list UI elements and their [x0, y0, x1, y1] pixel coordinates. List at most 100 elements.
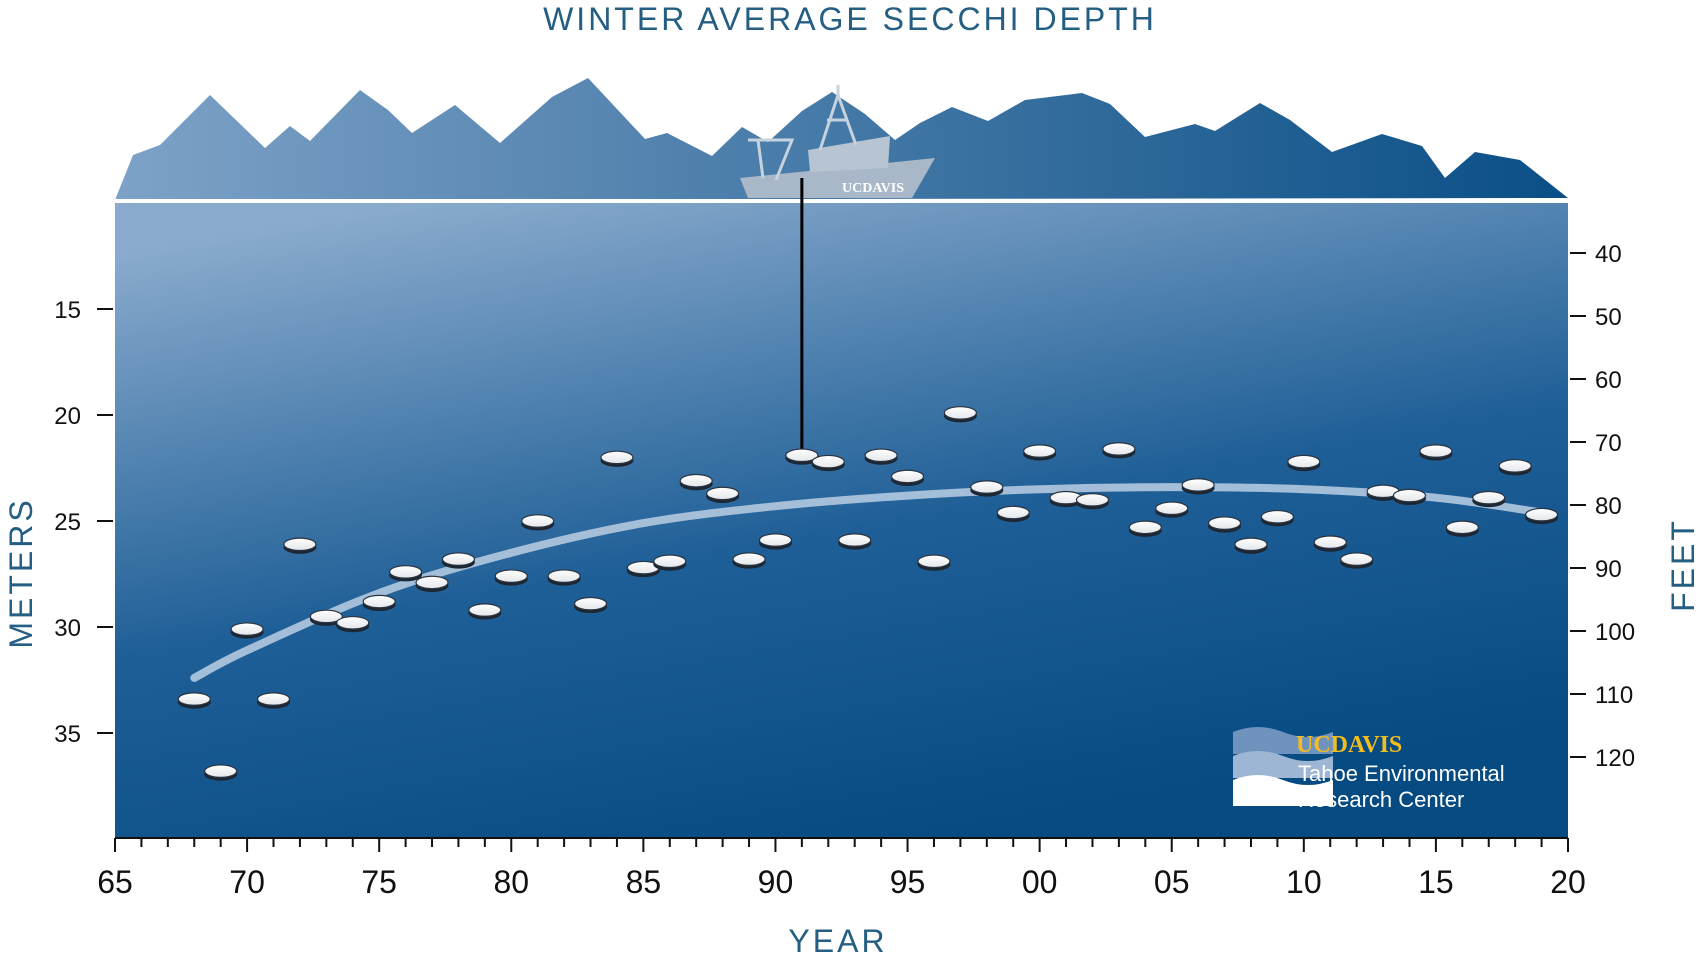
secchi-disk-point: [1392, 488, 1427, 506]
y-axis-title-left: METERS: [3, 497, 39, 648]
secchi-disk: [177, 692, 211, 706]
tahoe-logo: UCDAVIS Tahoe Environmental Research Cen…: [1233, 727, 1505, 812]
secchi-disk: [468, 603, 502, 617]
secchi-disk: [838, 533, 872, 547]
secchi-disk: [415, 575, 449, 590]
secchi-disk: [970, 480, 1004, 494]
secchi-disk: [521, 514, 555, 528]
secchi-disk-point: [283, 537, 317, 554]
secchi-disk-point: [256, 692, 291, 709]
secchi-disk: [1102, 442, 1136, 456]
trend-line-group: [190, 483, 1546, 682]
y-axis-right: 40 50 60 70 80 90 100 110 120: [1570, 241, 1635, 772]
y-tick-label-right: 70: [1595, 430, 1622, 457]
secchi-disk: [653, 554, 687, 569]
secchi-disk-point: [1207, 516, 1242, 533]
mountain-range: [115, 78, 1568, 200]
data-points: [177, 406, 1559, 781]
secchi-disk: [758, 533, 793, 547]
secchi-disk: [283, 537, 317, 552]
secchi-disk: [600, 450, 634, 465]
secchi-disk: [1155, 501, 1189, 516]
secchi-disk-point: [177, 692, 211, 709]
secchi-disk-point: [653, 554, 687, 571]
secchi-disk-point: [838, 533, 872, 550]
secchi-disk-point: [1445, 520, 1479, 537]
secchi-disk-point: [785, 448, 819, 465]
y-tick-label-right: 120: [1595, 745, 1635, 772]
secchi-disk: [204, 764, 238, 778]
secchi-disk-point: [1023, 444, 1057, 461]
boat-label: UCDAVIS: [842, 181, 904, 196]
x-axis: 65 70 75 80 85 90 95 00 05 10 15 20: [97, 837, 1586, 900]
secchi-disk-point: [679, 473, 713, 491]
logo-wave-2: [1233, 751, 1333, 778]
secchi-disk-point: [943, 406, 977, 423]
secchi-disk: [864, 448, 898, 463]
secchi-disk: [336, 615, 370, 630]
secchi-disk: [996, 505, 1030, 520]
secchi-disk: [1287, 454, 1321, 469]
x-tick-label: 10: [1286, 864, 1322, 900]
secchi-disk: [573, 596, 608, 611]
y-tick-label-left: 20: [54, 403, 81, 430]
secchi-disk-point: [1049, 490, 1083, 508]
x-tick-label: 95: [890, 864, 926, 900]
secchi-disk: [256, 692, 291, 706]
y-tick-label-right: 100: [1595, 619, 1635, 646]
secchi-disk-point: [1472, 490, 1506, 508]
secchi-disk: [917, 554, 951, 569]
logo-line-1: Tahoe Environmental: [1298, 761, 1505, 786]
secchi-disk-point: [1498, 459, 1532, 476]
boat-cabin: [808, 136, 890, 172]
secchi-disk-point: [494, 569, 528, 586]
secchi-disk: [890, 469, 925, 484]
y-tick-label-right: 80: [1595, 493, 1622, 520]
chart-title: WINTER AVERAGE SECCHI DEPTH: [543, 1, 1157, 37]
secchi-disk-point: [758, 533, 793, 550]
x-tick-label: 70: [229, 864, 265, 900]
secchi-disk-point: [864, 448, 898, 465]
secchi-disk-point: [521, 514, 555, 531]
secchi-disk-point: [1340, 552, 1374, 569]
y-axis-left: 15 20 25 30 35: [54, 297, 113, 748]
secchi-disk-point: [230, 622, 264, 639]
secchi-disk-point: [1102, 442, 1136, 459]
x-tick-label: 90: [758, 864, 794, 900]
secchi-disk: [1524, 507, 1559, 522]
secchi-disk-point: [309, 609, 343, 626]
secchi-disk-point: [573, 596, 608, 614]
secchi-disk-point: [811, 454, 845, 472]
trend-line: [190, 483, 1546, 682]
secchi-disk: [389, 565, 423, 579]
secchi-disk-point: [1234, 537, 1268, 554]
x-tick-label: 05: [1154, 864, 1190, 900]
secchi-disk: [1392, 488, 1427, 503]
secchi-disk-point: [706, 486, 740, 503]
y-tick-label-right: 90: [1595, 556, 1622, 583]
secchi-disk-point: [441, 552, 476, 569]
secchi-disk-point: [336, 615, 370, 633]
secchi-disk: [1260, 509, 1295, 524]
y-tick-label-left: 15: [54, 297, 81, 324]
secchi-disk-point: [917, 554, 951, 571]
y-tick-label-left: 30: [54, 615, 81, 642]
secchi-disk-point: [1181, 478, 1215, 495]
secchi-disk: [679, 473, 713, 488]
secchi-disk-point: [389, 565, 423, 582]
secchi-disk: [1340, 552, 1374, 566]
secchi-disk: [309, 609, 343, 624]
secchi-disk-point: [204, 764, 238, 781]
x-tick-label: 20: [1550, 864, 1586, 900]
secchi-disk: [1498, 459, 1532, 473]
secchi-disk: [1075, 492, 1110, 507]
secchi-disk: [943, 406, 977, 420]
secchi-disk-point: [1419, 444, 1453, 461]
secchi-disk-point: [1313, 535, 1347, 552]
secchi-disk: [547, 569, 581, 583]
secchi-disk-point: [415, 575, 449, 592]
secchi-disk: [1181, 478, 1215, 492]
secchi-disk: [1472, 490, 1506, 505]
secchi-disk-point: [600, 450, 634, 467]
